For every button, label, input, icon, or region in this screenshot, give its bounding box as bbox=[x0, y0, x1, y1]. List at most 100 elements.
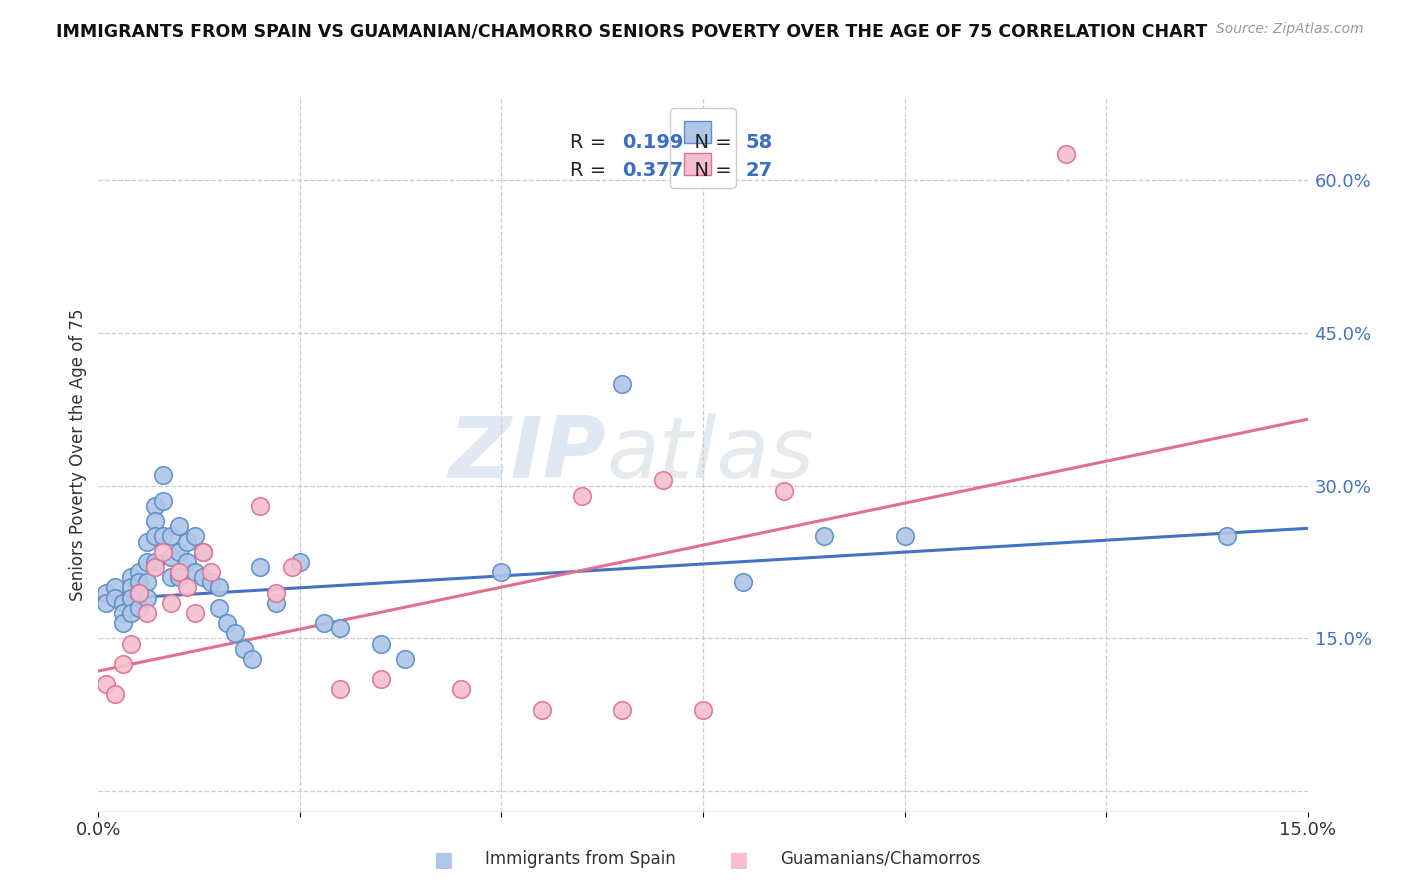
Point bbox=[370, 636, 392, 650]
Point bbox=[208, 600, 231, 615]
Point bbox=[120, 570, 142, 584]
Point bbox=[329, 682, 352, 697]
Point bbox=[120, 591, 142, 605]
Point bbox=[612, 703, 634, 717]
Point bbox=[143, 560, 166, 574]
Point bbox=[128, 585, 150, 599]
Point bbox=[651, 474, 673, 488]
Text: IMMIGRANTS FROM SPAIN VS GUAMANIAN/CHAMORRO SENIORS POVERTY OVER THE AGE OF 75 C: IMMIGRANTS FROM SPAIN VS GUAMANIAN/CHAMO… bbox=[56, 22, 1208, 40]
Point bbox=[143, 499, 166, 513]
Point bbox=[160, 529, 183, 543]
Point bbox=[193, 570, 215, 584]
Point bbox=[281, 560, 304, 574]
Point bbox=[184, 529, 207, 543]
Point bbox=[96, 585, 118, 599]
Point bbox=[240, 652, 263, 666]
Point bbox=[128, 565, 150, 579]
Text: R =: R = bbox=[569, 161, 613, 180]
Point bbox=[288, 555, 311, 569]
Point bbox=[249, 499, 271, 513]
Point bbox=[249, 560, 271, 574]
Text: Guamanians/Chamorros: Guamanians/Chamorros bbox=[780, 850, 981, 868]
Point bbox=[103, 688, 125, 702]
Point bbox=[160, 570, 183, 584]
Point bbox=[772, 483, 794, 498]
Point bbox=[264, 596, 287, 610]
Point bbox=[176, 555, 198, 569]
Point bbox=[193, 545, 215, 559]
Point bbox=[1216, 529, 1239, 543]
Y-axis label: Seniors Poverty Over the Age of 75: Seniors Poverty Over the Age of 75 bbox=[69, 309, 87, 601]
Point bbox=[111, 596, 134, 610]
Point bbox=[111, 616, 134, 631]
Point bbox=[152, 545, 174, 559]
Point bbox=[135, 606, 157, 620]
Point bbox=[893, 529, 915, 543]
Point bbox=[370, 672, 392, 686]
Point bbox=[314, 616, 336, 631]
Text: 27: 27 bbox=[745, 161, 772, 180]
Text: Immigrants from Spain: Immigrants from Spain bbox=[485, 850, 676, 868]
Point bbox=[491, 565, 513, 579]
Point bbox=[394, 652, 416, 666]
Point bbox=[813, 529, 835, 543]
Point bbox=[167, 570, 190, 584]
Text: 0.377: 0.377 bbox=[621, 161, 683, 180]
Point bbox=[612, 376, 634, 391]
Point bbox=[160, 596, 183, 610]
Point bbox=[184, 565, 207, 579]
Text: 58: 58 bbox=[745, 133, 772, 152]
Point bbox=[1054, 147, 1077, 161]
Point bbox=[120, 581, 142, 595]
Point bbox=[200, 575, 222, 590]
Point bbox=[733, 575, 755, 590]
Point bbox=[143, 529, 166, 543]
Point bbox=[184, 606, 207, 620]
Point bbox=[152, 493, 174, 508]
Point bbox=[143, 555, 166, 569]
Point bbox=[103, 581, 125, 595]
Point bbox=[120, 606, 142, 620]
Point bbox=[96, 596, 118, 610]
Point bbox=[208, 581, 231, 595]
Point bbox=[128, 600, 150, 615]
Point bbox=[217, 616, 239, 631]
Point bbox=[224, 626, 246, 640]
Point bbox=[135, 591, 157, 605]
Point bbox=[128, 575, 150, 590]
Point bbox=[530, 703, 553, 717]
Point bbox=[96, 677, 118, 691]
Point bbox=[152, 529, 174, 543]
Text: 0.199: 0.199 bbox=[621, 133, 683, 152]
Text: N =: N = bbox=[682, 161, 738, 180]
Point bbox=[160, 549, 183, 564]
Point bbox=[176, 581, 198, 595]
Point bbox=[143, 514, 166, 528]
Point bbox=[264, 585, 287, 599]
Point bbox=[167, 545, 190, 559]
Point bbox=[128, 585, 150, 599]
Point bbox=[450, 682, 472, 697]
Text: Source: ZipAtlas.com: Source: ZipAtlas.com bbox=[1216, 22, 1364, 37]
Point bbox=[193, 545, 215, 559]
Text: R =: R = bbox=[569, 133, 613, 152]
Point bbox=[111, 657, 134, 671]
Text: N =: N = bbox=[682, 133, 738, 152]
Point bbox=[167, 565, 190, 579]
Text: ■: ■ bbox=[728, 850, 748, 870]
Point bbox=[329, 621, 352, 635]
Point bbox=[167, 519, 190, 533]
Text: atlas: atlas bbox=[606, 413, 814, 497]
Point bbox=[135, 555, 157, 569]
Point bbox=[135, 534, 157, 549]
Point bbox=[111, 606, 134, 620]
Point bbox=[200, 565, 222, 579]
Point bbox=[176, 534, 198, 549]
Point bbox=[103, 591, 125, 605]
Text: ZIP: ZIP bbox=[449, 413, 606, 497]
Legend: , : , bbox=[669, 108, 737, 188]
Point bbox=[232, 641, 254, 656]
Point bbox=[120, 636, 142, 650]
Point bbox=[692, 703, 714, 717]
Point bbox=[152, 468, 174, 483]
